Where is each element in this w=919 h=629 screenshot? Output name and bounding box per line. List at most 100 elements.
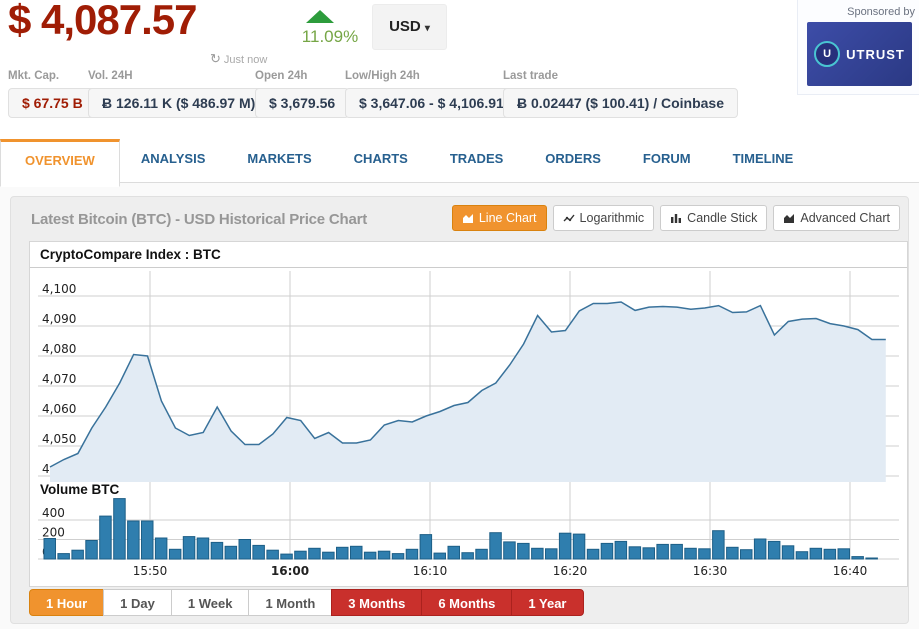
volume-bar (419, 534, 433, 560)
x-axis-label: 15:50 (133, 564, 168, 578)
volume-chart-title: Volume BTC (40, 482, 120, 497)
stat-value: $ 67.75 B (8, 88, 97, 118)
line-chart-button[interactable]: Line Chart (451, 205, 547, 231)
volume-bar (266, 549, 279, 560)
refresh-icon[interactable]: ↻ (210, 51, 221, 66)
x-axis-label: 16:00 (271, 564, 309, 578)
volume-bar (391, 553, 405, 560)
logarithmic-button[interactable]: Logarithmic (552, 205, 655, 231)
tab-trades[interactable]: TRADES (449, 151, 504, 166)
volume-bar (461, 552, 474, 560)
currency-dropdown[interactable]: USD ▾ (372, 4, 447, 50)
area-chart-icon (783, 212, 795, 224)
stat-label: Last trade (503, 70, 558, 82)
volume-bar (43, 538, 56, 560)
last-updated-text: Just now (223, 54, 268, 66)
x-axis-label: 16:30 (693, 564, 728, 578)
tab-overview[interactable]: OVERVIEW (0, 139, 120, 187)
volume-bar (781, 545, 795, 560)
stat-market-cap: Mkt. Cap. $ 67.75 B (8, 70, 97, 118)
price-axis-label: 4,070 (42, 372, 76, 386)
volume-axis-label: 400 (42, 506, 65, 520)
candle-stick-button[interactable]: Candle Stick (660, 205, 768, 231)
volume-bar (558, 532, 572, 560)
volume-bar (433, 552, 446, 560)
chart-panel-title: Latest Bitcoin (BTC) - USD Historical Pr… (31, 211, 368, 228)
range-3-months-button[interactable]: 3 Months (331, 589, 423, 616)
time-range-buttons: 1 Hour 1 Day 1 Week 1 Month 3 Months 6 M… (29, 589, 584, 616)
sponsor-banner[interactable]: U UTRUST (807, 22, 912, 86)
volume-bar (377, 550, 391, 560)
stat-value: Ƀ 126.11 K ($ 486.97 M) (88, 88, 270, 118)
volume-bar (865, 557, 878, 560)
volume-bar (113, 498, 126, 560)
sponsored-by-label: Sponsored by (847, 6, 915, 18)
line-chart-icon (563, 212, 575, 224)
tab-orders[interactable]: ORDERS (545, 151, 601, 166)
sponsor-name: UTRUST (846, 46, 905, 62)
volume-bar (600, 542, 614, 560)
tab-analysis[interactable]: ANALYSIS (140, 151, 206, 166)
button-label: Candle Stick (687, 211, 758, 225)
chart-area[interactable]: CryptoCompare Index : BTC Volume BTC 4,1… (29, 241, 908, 587)
price-axis-label: 4,080 (42, 342, 76, 356)
price-axis-label: 4,050 (42, 432, 76, 446)
volume-bar (336, 546, 349, 560)
stat-last-trade: Last trade Ƀ 0.02447 ($ 100.41) / Coinba… (503, 70, 738, 118)
volume-bar (572, 533, 586, 560)
volume-bar (628, 546, 642, 560)
range-1-year-button[interactable]: 1 Year (511, 589, 584, 616)
chart-panel: Latest Bitcoin (BTC) - USD Historical Pr… (10, 196, 909, 624)
advanced-chart-button[interactable]: Advanced Chart (773, 205, 900, 231)
volume-bar (224, 545, 238, 560)
range-6-months-button[interactable]: 6 Months (421, 589, 513, 616)
range-1-hour-button[interactable]: 1 Hour (29, 589, 105, 616)
volume-bar (851, 556, 864, 560)
price-volume-chart[interactable]: 4,1004,0904,0804,0704,0604,0504,04040020… (30, 267, 907, 587)
volume-bar (280, 553, 293, 560)
range-1-day-button[interactable]: 1 Day (103, 589, 172, 616)
volume-bar (168, 548, 182, 560)
volume-axis-label: 200 (42, 526, 65, 540)
volume-bar (670, 543, 683, 560)
price-axis-label: 4,090 (42, 312, 76, 326)
chart-type-buttons: Line Chart Logarithmic Candle Stick Adva… (451, 205, 900, 231)
volume-bar (294, 550, 307, 560)
price-axis-label: 4,060 (42, 402, 76, 416)
volume-bar (154, 537, 168, 560)
volume-bar (795, 551, 809, 560)
volume-bar (85, 540, 98, 560)
volume-bar (127, 520, 140, 560)
button-label: Line Chart (478, 211, 537, 225)
sponsored-panel: Sponsored by U UTRUST (797, 0, 919, 95)
range-1-week-button[interactable]: 1 Week (170, 589, 250, 616)
price-up-arrow-icon (306, 10, 334, 23)
volume-bar (837, 548, 850, 560)
volume-bar (475, 548, 488, 560)
stat-label: Low/High 24h (345, 70, 420, 82)
tab-forum[interactable]: FORUM (642, 151, 691, 166)
volume-bar (252, 544, 265, 560)
currency-value: USD (389, 18, 421, 35)
stat-open-24h: Open 24h $ 3,679.56 (255, 70, 350, 118)
range-1-month-button[interactable]: 1 Month (248, 589, 333, 616)
volume-bar (740, 549, 753, 560)
x-axis-labels: 15:50 16:00 16:10 16:20 16:30 16:40 (133, 564, 868, 578)
x-axis-label: 16:10 (413, 564, 448, 578)
stat-volume-24h: Vol. 24H Ƀ 126.11 K ($ 486.97 M) (88, 70, 270, 118)
price-value: $ 4,087.57 (8, 0, 198, 43)
tab-timeline[interactable]: TIMELINE (732, 151, 794, 166)
price-change-percent: 11.09% (301, 27, 359, 46)
tab-charts[interactable]: CHARTS (353, 151, 408, 166)
tab-markets[interactable]: MARKETS (247, 151, 312, 166)
volume-bar (238, 539, 251, 560)
volume-bar (809, 547, 823, 560)
volume-bar (586, 548, 600, 560)
volume-bar (531, 547, 544, 560)
volume-bar (196, 537, 210, 560)
price-line-series (49, 301, 886, 468)
volume-bar (614, 540, 628, 560)
volume-bar (545, 548, 558, 560)
x-axis-label: 16:20 (553, 564, 588, 578)
volume-bar (656, 543, 669, 560)
